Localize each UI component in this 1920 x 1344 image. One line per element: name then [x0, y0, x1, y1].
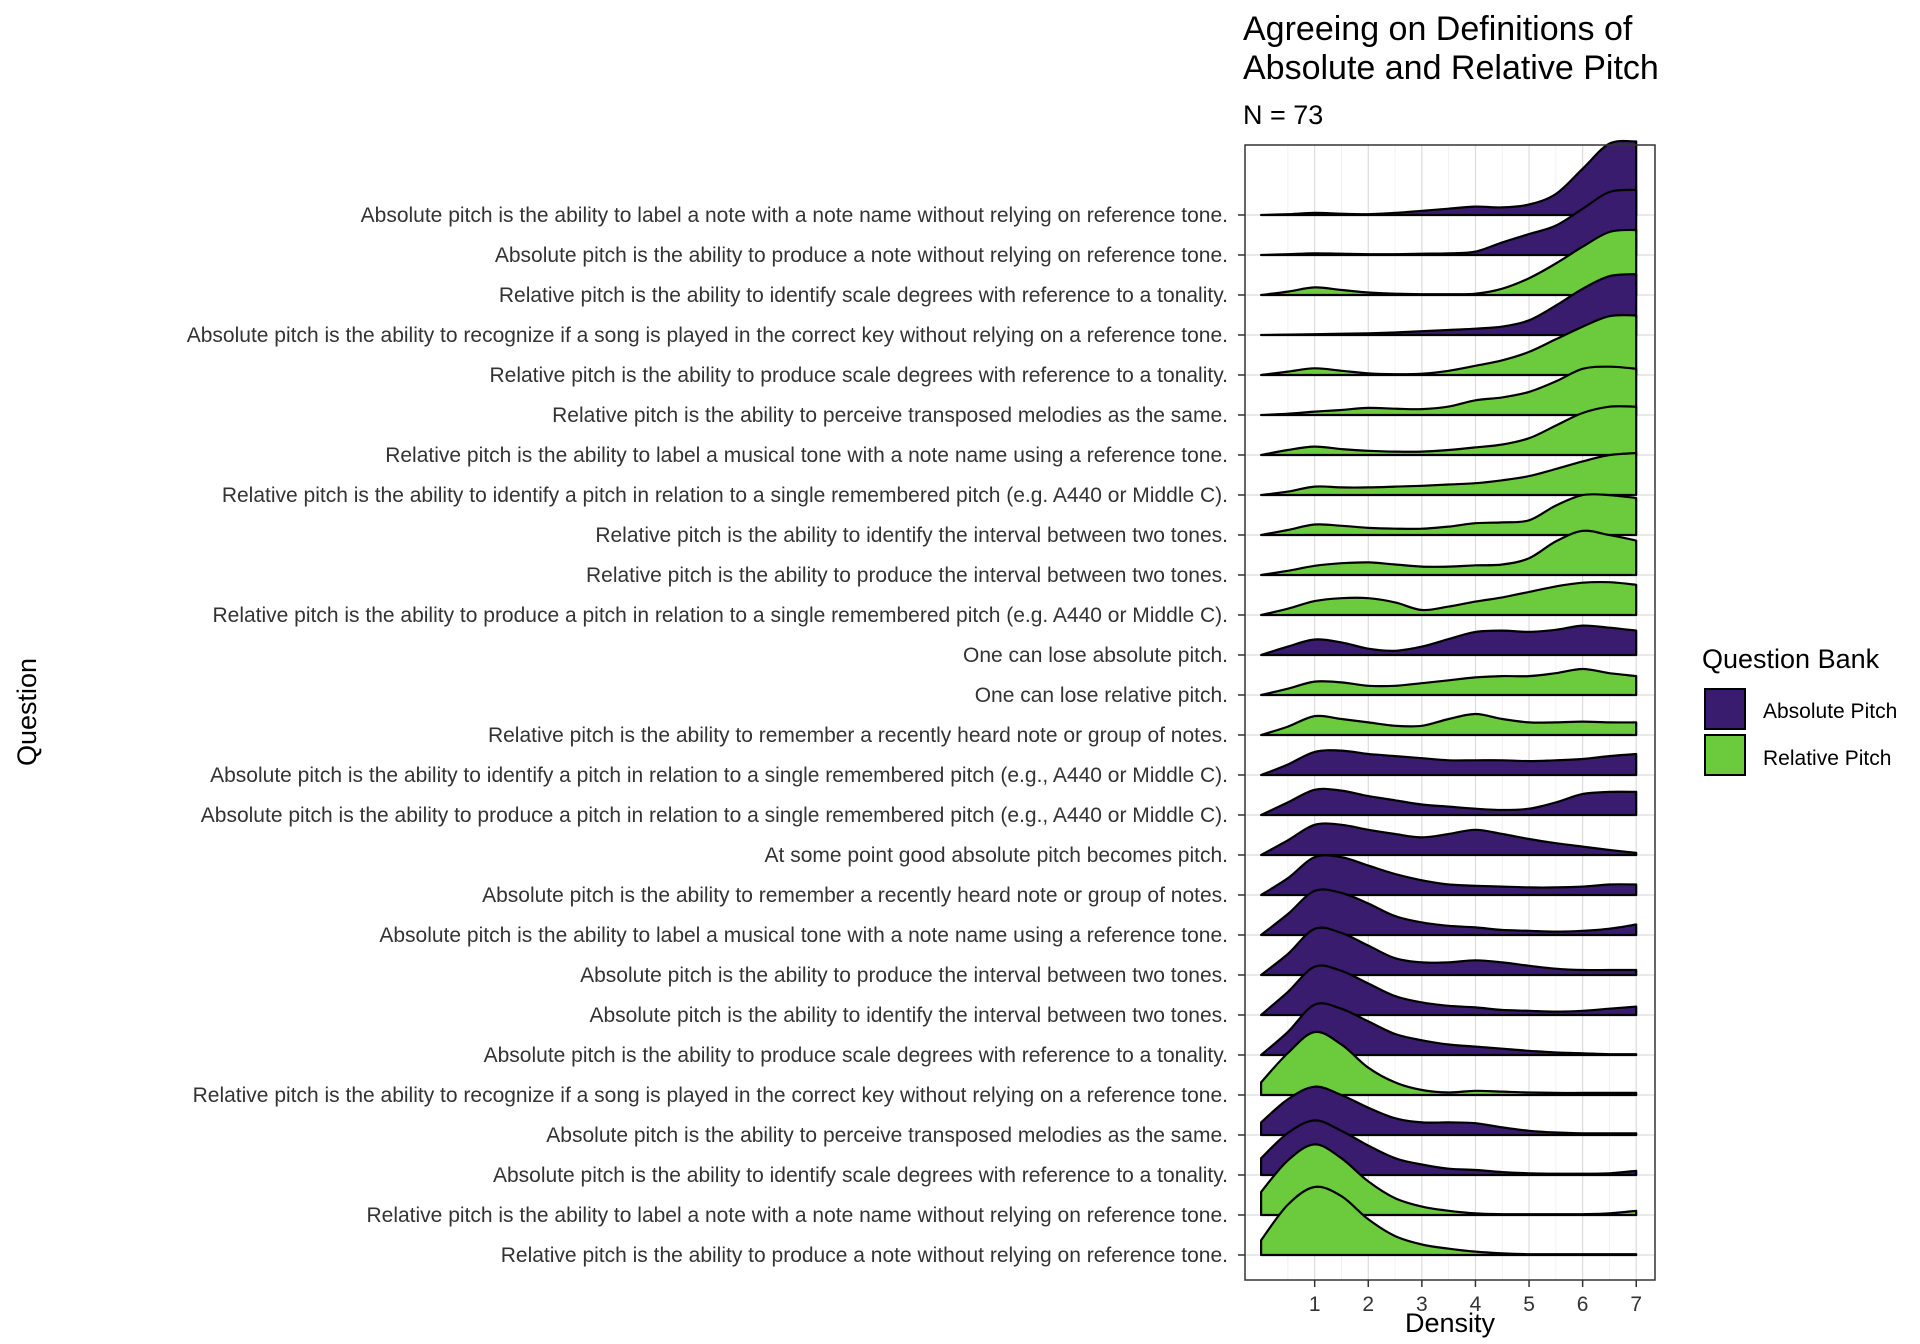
y-axis-title: Question: [12, 658, 42, 766]
y-tick-label: Absolute pitch is the ability to produce…: [201, 804, 1228, 827]
chart-subtitle: N = 73: [1243, 100, 1323, 130]
ridge-absolute: [1260, 964, 1638, 1017]
ridge-relative: [1260, 314, 1638, 377]
legend-label-relative: Relative Pitch: [1763, 747, 1891, 770]
y-tick-label: One can lose relative pitch.: [975, 684, 1228, 707]
y-tick-label: Absolute pitch is the ability to identif…: [210, 764, 1228, 787]
ridge-relative: [1260, 228, 1638, 297]
ridge-relative: [1260, 405, 1638, 457]
ridge-absolute: [1260, 854, 1638, 897]
plot-panel-border: [1244, 144, 1656, 1281]
legend-key-relative: [1704, 734, 1746, 776]
ridge-absolute: [1260, 888, 1638, 937]
y-tick-label: Absolute pitch is the ability to remembe…: [482, 884, 1228, 907]
ridge-absolute: [1260, 1085, 1638, 1137]
legend-entry-relative: Relative Pitch: [1704, 734, 1891, 776]
ridge-absolute: [1260, 1119, 1638, 1177]
chart-title-line-1: Agreeing on Definitions of: [1243, 10, 1633, 48]
y-tick-label: Absolute pitch is the ability to label a…: [361, 204, 1228, 227]
y-tick-label: Relative pitch is the ability to recogni…: [193, 1084, 1228, 1107]
y-tick-label: Relative pitch is the ability to perceiv…: [552, 404, 1228, 427]
x-tick-label: 1: [1309, 1293, 1321, 1316]
y-tick-label: Absolute pitch is the ability to recogni…: [187, 324, 1228, 347]
ridge-absolute: [1260, 787, 1638, 817]
x-axis-title: Density: [1405, 1308, 1496, 1338]
ridge-relative: [1260, 1030, 1638, 1097]
x-tick-label: 6: [1577, 1293, 1589, 1316]
ridge-absolute: [1260, 1002, 1638, 1057]
ridge-relative: [1260, 1143, 1638, 1217]
y-tick-label: Relative pitch is the ability to label a…: [385, 444, 1228, 467]
y-tick-label: Absolute pitch is the ability to perceiv…: [546, 1124, 1228, 1147]
y-tick-label: Absolute pitch is the ability to produce…: [484, 1044, 1228, 1067]
y-tick-label: Relative pitch is the ability to produce…: [489, 364, 1228, 387]
x-tick-label: 4: [1470, 1293, 1482, 1316]
y-tick-label: Absolute pitch is the ability to produce…: [495, 244, 1228, 267]
y-tick-label: At some point good absolute pitch become…: [765, 844, 1228, 867]
y-tick-label: Relative pitch is the ability to produce…: [586, 564, 1228, 587]
legend-label-absolute: Absolute Pitch: [1763, 700, 1897, 723]
ridges: [1260, 139, 1638, 1257]
y-tick-label: Absolute pitch is the ability to label a…: [379, 924, 1228, 947]
x-tick-label: 3: [1416, 1293, 1428, 1316]
y-tick-label: Relative pitch is the ability to identif…: [595, 524, 1228, 547]
ridge-relative: [1260, 493, 1638, 537]
y-tick-label: Relative pitch is the ability to identif…: [499, 284, 1228, 307]
ridge-relative: [1260, 712, 1638, 737]
ridge-absolute: [1260, 749, 1638, 777]
x-tick-label: 7: [1630, 1293, 1642, 1316]
y-tick-label: Relative pitch is the ability to label a…: [366, 1204, 1228, 1227]
ridge-absolute: [1260, 624, 1638, 657]
ridge-absolute: [1260, 273, 1638, 337]
ridge-relative: [1260, 451, 1638, 497]
x-tick-label: 2: [1362, 1293, 1374, 1316]
ridge-relative: [1260, 365, 1638, 417]
y-axis-labels: Absolute pitch is the ability to label a…: [187, 204, 1245, 1267]
ridge-absolute: [1260, 822, 1638, 857]
ridge-absolute: [1260, 188, 1638, 257]
legend-title: Question Bank: [1702, 644, 1880, 674]
ridge-relative: [1260, 667, 1638, 697]
ridge-relative: [1260, 1185, 1638, 1257]
ridge-absolute: [1260, 926, 1638, 977]
x-axis-ticks: 1 2 3 4 5 6 7: [1309, 1280, 1642, 1316]
y-tick-label: Relative pitch is the ability to identif…: [222, 484, 1228, 507]
y-tick-label: Relative pitch is the ability to remembe…: [488, 724, 1228, 747]
y-tick-label: Absolute pitch is the ability to produce…: [580, 964, 1228, 987]
y-tick-label: One can lose absolute pitch.: [963, 644, 1228, 667]
y-tick-label: Relative pitch is the ability to produce…: [212, 604, 1228, 627]
y-tick-label: Absolute pitch is the ability to identif…: [493, 1164, 1228, 1187]
y-tick-label: Absolute pitch is the ability to identif…: [589, 1004, 1228, 1027]
ridge-relative: [1260, 529, 1638, 577]
x-tick-label: 5: [1523, 1293, 1535, 1316]
y-tick-label: Relative pitch is the ability to produce…: [501, 1244, 1228, 1267]
ridge-relative: [1260, 580, 1638, 617]
legend-entry-absolute: Absolute Pitch: [1704, 688, 1897, 730]
chart-title-line-2: Absolute and Relative Pitch: [1243, 49, 1659, 87]
legend-key-absolute: [1704, 688, 1746, 730]
